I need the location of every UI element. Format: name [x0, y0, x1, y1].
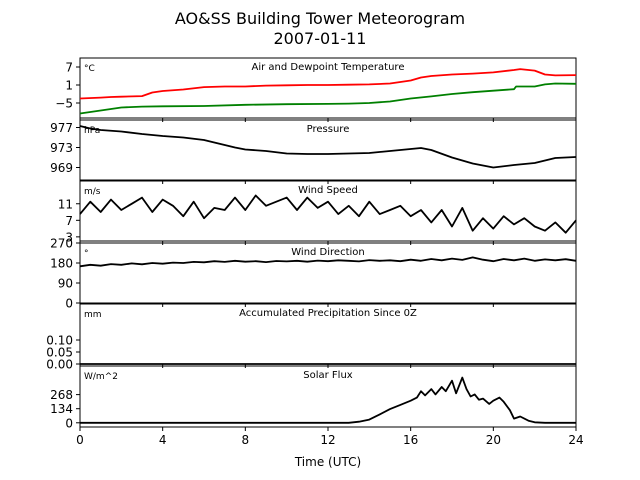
y-tick-label: 268 — [50, 388, 73, 402]
series-line-1 — [79, 194, 577, 234]
panel-title: Wind Direction — [291, 247, 365, 258]
x-tick-label: 12 — [320, 433, 335, 447]
panel-title: Solar Flux — [303, 370, 353, 381]
unit-label: m/s — [84, 187, 101, 197]
panels-group: 7 1 −5 °C Air and Dewpoint Temperature 977 973… — [46, 57, 584, 447]
panel-5: 0.100.050.00 mm Accumulated Precipitation … — [46, 303, 577, 372]
y-tick-label: 0.10 — [46, 334, 73, 348]
x-tick-label: 4 — [159, 433, 167, 447]
panel-4: 270 180 90 0 ° Wind Direction — [50, 237, 577, 311]
x-axis-label: Time (UTC) — [294, 455, 361, 469]
unit-label: hPa — [84, 126, 100, 136]
series-line-1 — [79, 256, 577, 268]
y-tick-label: 134 — [50, 402, 73, 416]
y-tick-label: 3 — [65, 230, 73, 244]
series-line-1 — [79, 68, 577, 100]
panel-title: Pressure — [307, 124, 350, 135]
unit-label: mm — [84, 310, 102, 320]
y-tick-label: 90 — [58, 277, 73, 291]
figure-title-line2: 2007-01-11 — [274, 29, 367, 48]
panel-3: 11 7 3 m/s Wind Speed — [58, 180, 577, 245]
panel-title: Accumulated Precipitation Since 0Z — [239, 308, 417, 319]
x-tick-label: 16 — [403, 433, 418, 447]
unit-label: °C — [84, 64, 95, 74]
y-tick-label: 977 — [50, 121, 73, 135]
figure-title-line1: AO&SS Building Tower Meteorogram — [175, 9, 465, 28]
y-tick-label: 0.05 — [46, 346, 73, 360]
series-line-1 — [80, 376, 576, 424]
y-tick-label: 11 — [58, 197, 73, 211]
y-tick-label: 0 — [65, 416, 73, 430]
y-tick-label: 7 — [65, 214, 73, 228]
y-tick-label: 7 — [65, 61, 73, 75]
y-tick-label: 1 — [65, 79, 73, 93]
unit-label: ° — [84, 249, 89, 259]
unit-label: W/m^2 — [84, 372, 118, 382]
panel-1: 7 1 −5 °C Air and Dewpoint Temperature — [55, 57, 577, 122]
y-tick-label: 0 — [65, 297, 73, 311]
x-tick-label: 0 — [76, 433, 84, 447]
series-line-1 — [79, 125, 577, 169]
y-tick-label: 180 — [50, 257, 73, 271]
series-line-2 — [79, 82, 577, 115]
y-tick-label: 270 — [50, 237, 73, 251]
panel-title: Air and Dewpoint Temperature — [252, 62, 405, 73]
x-tick-label: 24 — [568, 433, 583, 447]
x-tick-label: 20 — [486, 433, 501, 447]
y-tick-label: 0.00 — [46, 358, 73, 372]
panel-title: Wind Speed — [298, 185, 358, 196]
y-tick-label: −5 — [55, 97, 73, 111]
panel-2: 977 973 969 hPa Pressure — [50, 119, 577, 184]
x-tick-label: 8 — [242, 433, 250, 447]
y-tick-label: 973 — [50, 141, 73, 155]
y-tick-label: 969 — [50, 161, 73, 175]
